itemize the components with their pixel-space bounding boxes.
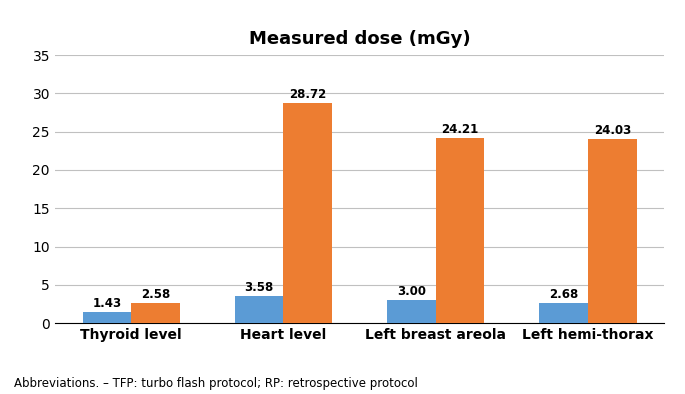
- Bar: [539, 303, 588, 323]
- Text: Abbreviations. – TFP: turbo flash protocol; RP: retrospective protocol: Abbreviations. – TFP: turbo flash protoc…: [14, 377, 418, 390]
- Text: 3.00: 3.00: [397, 285, 426, 298]
- Bar: [132, 303, 180, 323]
- Bar: [436, 138, 484, 323]
- Bar: [387, 300, 436, 323]
- Text: 2.68: 2.68: [549, 288, 578, 301]
- Text: 1.43: 1.43: [92, 297, 121, 310]
- Legend: TFP, RP: TFP, RP: [304, 389, 415, 394]
- Text: 2.58: 2.58: [141, 288, 170, 301]
- Text: 24.03: 24.03: [594, 124, 631, 137]
- Text: 24.21: 24.21: [442, 123, 479, 136]
- Text: 3.58: 3.58: [245, 281, 274, 294]
- Text: 28.72: 28.72: [289, 88, 327, 101]
- Bar: [235, 296, 284, 323]
- Bar: [82, 312, 132, 323]
- Bar: [284, 103, 332, 323]
- Bar: [588, 139, 637, 323]
- Title: Measured dose (mGy): Measured dose (mGy): [249, 30, 471, 48]
